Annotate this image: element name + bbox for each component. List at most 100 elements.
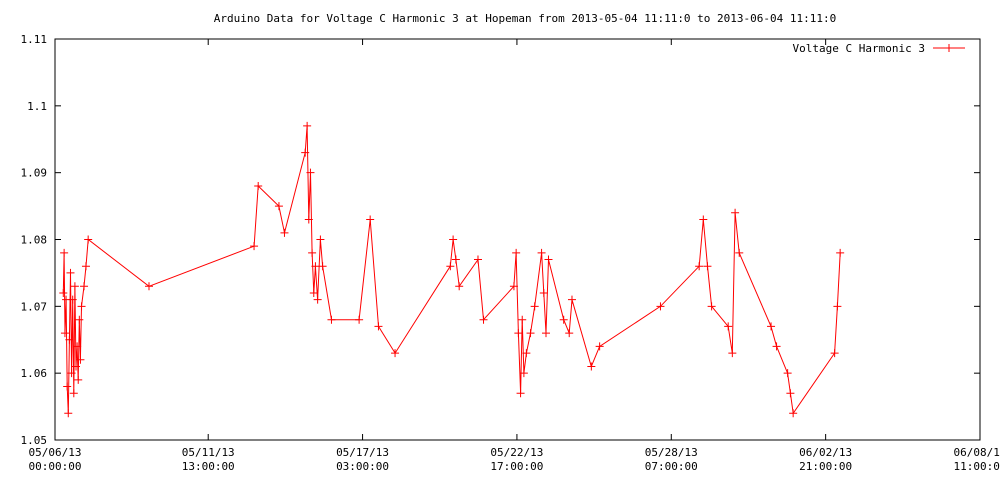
data-point — [565, 329, 574, 338]
data-point — [311, 262, 320, 271]
legend: Voltage C Harmonic 3 — [793, 42, 965, 55]
y-tick-label: 1.06 — [21, 367, 48, 380]
data-point — [274, 202, 283, 211]
data-point — [783, 369, 792, 378]
x-tick-label-date: 05/28/13 — [645, 446, 698, 459]
data-point — [313, 295, 322, 304]
data-point — [703, 262, 712, 271]
data-point — [514, 329, 523, 338]
x-tick-label-date: 06/02/13 — [799, 446, 852, 459]
x-tick-label-time: 11:00:00 — [954, 460, 1000, 473]
data-point — [65, 335, 74, 344]
data-point — [699, 215, 708, 224]
data-point — [67, 369, 76, 378]
data-point — [479, 315, 488, 324]
x-tick-label-time: 00:00:00 — [29, 460, 82, 473]
x-tick-label-time: 07:00:00 — [645, 460, 698, 473]
data-point — [530, 302, 539, 311]
data-point — [73, 342, 82, 351]
x-tick-label-time: 17:00:00 — [490, 460, 543, 473]
data-point — [539, 288, 548, 297]
data-point — [526, 329, 535, 338]
data-point — [306, 168, 315, 177]
legend-marker-plus — [945, 44, 953, 52]
data-point — [446, 262, 455, 271]
x-tick-label-time: 13:00:00 — [182, 460, 235, 473]
data-point — [309, 288, 318, 297]
data-point — [254, 182, 263, 191]
data-point — [735, 248, 744, 257]
x-tick-label-date: 05/22/13 — [490, 446, 543, 459]
data-point — [833, 302, 842, 311]
data-point — [595, 342, 604, 351]
series-layer — [59, 121, 845, 418]
data-point — [473, 255, 482, 264]
data-point — [280, 228, 289, 237]
data-point — [516, 389, 525, 398]
data-point — [318, 262, 327, 271]
data-point — [355, 315, 364, 324]
data-point — [144, 282, 153, 291]
data-point — [512, 248, 521, 257]
plot-frame — [54, 38, 981, 441]
data-point — [60, 329, 69, 338]
data-point — [250, 242, 259, 251]
data-point — [316, 235, 325, 244]
y-axis: 1.05 1.06 1.07 1.08 1.09 1.1 1.11 — [21, 33, 980, 447]
data-point — [63, 382, 72, 391]
data-point — [81, 262, 90, 271]
data-point — [66, 268, 75, 277]
chart-title: Arduino Data for Voltage C Harmonic 3 at… — [214, 12, 837, 25]
data-point — [327, 315, 336, 324]
data-point — [64, 409, 73, 418]
y-tick-label: 1.09 — [21, 167, 48, 180]
data-point — [72, 362, 81, 371]
data-point — [374, 322, 383, 331]
data-point — [767, 322, 776, 331]
data-point — [731, 208, 740, 217]
data-point — [60, 248, 69, 257]
data-point — [836, 248, 845, 257]
data-point — [70, 282, 79, 291]
x-tick-label-time: 21:00:00 — [799, 460, 852, 473]
data-point — [80, 282, 89, 291]
data-point — [567, 295, 576, 304]
data-point — [724, 322, 733, 331]
data-point — [772, 342, 781, 351]
x-tick-label-date: 06/08/13 — [954, 446, 1000, 459]
data-point — [537, 248, 546, 257]
x-tick-label-date: 05/17/13 — [336, 446, 389, 459]
data-point — [391, 349, 400, 358]
data-point — [68, 295, 77, 304]
data-point — [75, 315, 84, 324]
data-point — [522, 349, 531, 358]
y-tick-label: 1.05 — [21, 434, 48, 447]
data-point — [518, 315, 527, 324]
legend-marker — [945, 44, 953, 52]
data-point — [541, 329, 550, 338]
data-point — [559, 315, 568, 324]
data-point — [786, 389, 795, 398]
data-point — [728, 349, 737, 358]
data-point — [304, 215, 313, 224]
y-tick-label: 1.08 — [21, 234, 48, 247]
y-tick-label: 1.1 — [27, 100, 47, 113]
data-point — [707, 302, 716, 311]
data-point — [303, 121, 312, 130]
data-point — [74, 375, 83, 384]
x-tick-label-date: 05/11/13 — [182, 446, 235, 459]
x-tick-label-date: 05/06/13 — [29, 446, 82, 459]
legend-label: Voltage C Harmonic 3 — [793, 42, 925, 55]
y-tick-label: 1.07 — [21, 300, 48, 313]
data-point — [301, 148, 310, 157]
data-point — [59, 288, 68, 297]
data-point — [695, 262, 704, 271]
data-point — [69, 389, 78, 398]
data-point — [789, 409, 798, 418]
data-point — [455, 282, 464, 291]
series-line — [62, 125, 841, 415]
data-point — [656, 302, 665, 311]
data-point — [587, 362, 596, 371]
